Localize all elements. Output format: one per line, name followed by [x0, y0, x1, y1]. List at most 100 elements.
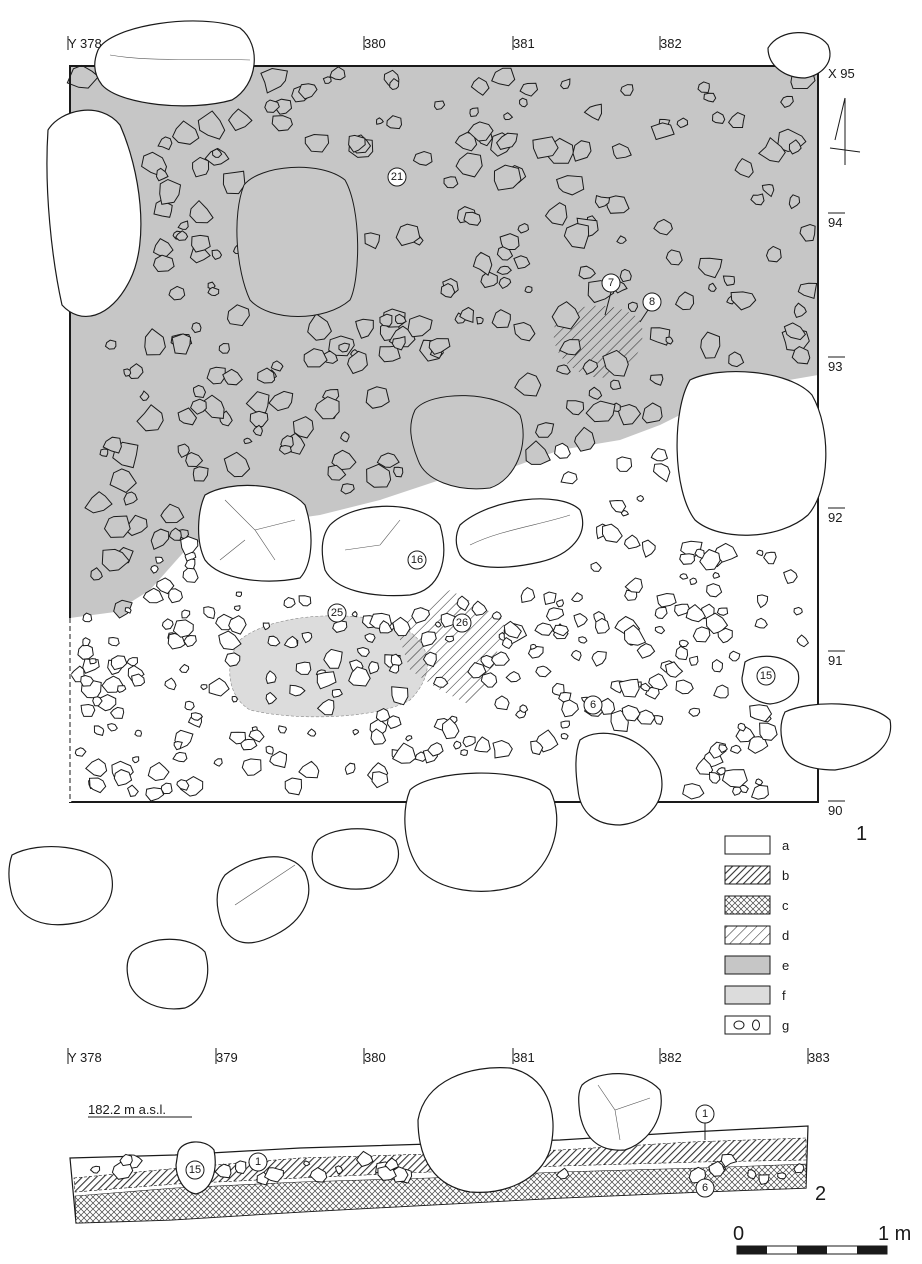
stone [136, 404, 164, 432]
stone [503, 620, 522, 639]
boulder [410, 395, 524, 490]
section-stones [89, 1150, 805, 1186]
svg-text:e: e [782, 958, 789, 973]
stone [139, 390, 150, 402]
stone [706, 583, 723, 598]
stone [708, 771, 721, 784]
stone [93, 725, 105, 737]
stone [654, 625, 666, 635]
stone [467, 662, 487, 679]
stone [570, 592, 583, 603]
stone [750, 784, 769, 800]
stone [763, 551, 777, 565]
stone [393, 466, 404, 478]
stone [476, 316, 484, 325]
feature-marker: 1 [695, 1104, 715, 1140]
stone [535, 422, 555, 438]
stone [698, 257, 723, 279]
stone [192, 156, 210, 178]
stone [501, 636, 513, 650]
stone [783, 322, 807, 341]
stone [379, 313, 393, 327]
stone [283, 635, 299, 649]
stone [534, 622, 554, 636]
stone [788, 139, 802, 155]
stone [392, 616, 411, 637]
stone [653, 218, 673, 236]
svg-text:8: 8 [649, 296, 655, 308]
plan-y-label: 380 [364, 36, 386, 51]
stone [583, 103, 603, 121]
stone [190, 398, 207, 415]
stone [80, 674, 95, 687]
stone [263, 1167, 284, 1183]
stone [453, 740, 462, 750]
stone [496, 246, 514, 261]
stone [797, 282, 818, 300]
stone [332, 620, 348, 633]
stone [177, 443, 190, 459]
stone [265, 691, 278, 705]
stone [620, 84, 634, 96]
stone [641, 402, 663, 424]
stone [572, 140, 592, 162]
boulder [321, 505, 445, 597]
stone [462, 735, 476, 748]
stone [278, 444, 292, 455]
plan-x-axis: X 95 94 93 92 91 90 [828, 66, 855, 818]
stone [652, 463, 671, 483]
stone [161, 618, 174, 630]
stone [257, 367, 276, 384]
scale-bar: 0 1 m [733, 1223, 911, 1255]
stone [171, 333, 192, 355]
stone [157, 136, 173, 151]
feature-marker: 16 [407, 550, 427, 570]
stone [649, 374, 664, 386]
stone [578, 265, 596, 280]
stone [189, 199, 214, 224]
scale-start-label: 0 [733, 1223, 744, 1245]
stone [729, 744, 742, 754]
stone [109, 468, 137, 494]
stone [601, 523, 623, 543]
stone [650, 122, 675, 141]
stone [472, 251, 493, 276]
stone [316, 671, 337, 690]
stone [558, 691, 572, 703]
stone [173, 740, 183, 751]
svg-text:21: 21 [391, 171, 403, 183]
stone [558, 339, 581, 356]
plan-y-label: 382 [660, 36, 682, 51]
boulder [236, 166, 359, 317]
stone [788, 194, 801, 210]
stone [711, 658, 724, 673]
stone [588, 386, 603, 400]
stone [277, 725, 288, 734]
section-feature-labels: 15 1 1 6 [185, 1104, 715, 1198]
stone [99, 448, 109, 457]
stone [378, 620, 393, 634]
stone [761, 183, 775, 198]
stone [179, 663, 190, 674]
stone [134, 729, 143, 737]
feature-marker: 8 [639, 292, 662, 323]
stone [591, 650, 607, 667]
stone [491, 611, 502, 620]
stone [793, 1163, 805, 1174]
plan-x-label: 94 [828, 215, 842, 230]
stone [474, 736, 491, 753]
stone [498, 276, 512, 290]
stone [356, 646, 370, 658]
stone [514, 372, 542, 397]
stone [249, 410, 269, 428]
stone [565, 400, 585, 416]
stone [688, 707, 701, 717]
stone [171, 120, 200, 145]
north-arrow-icon [829, 97, 861, 165]
stone [340, 483, 355, 495]
stone [85, 758, 108, 777]
stone [602, 349, 629, 377]
stone [692, 626, 711, 643]
stone [585, 400, 616, 423]
